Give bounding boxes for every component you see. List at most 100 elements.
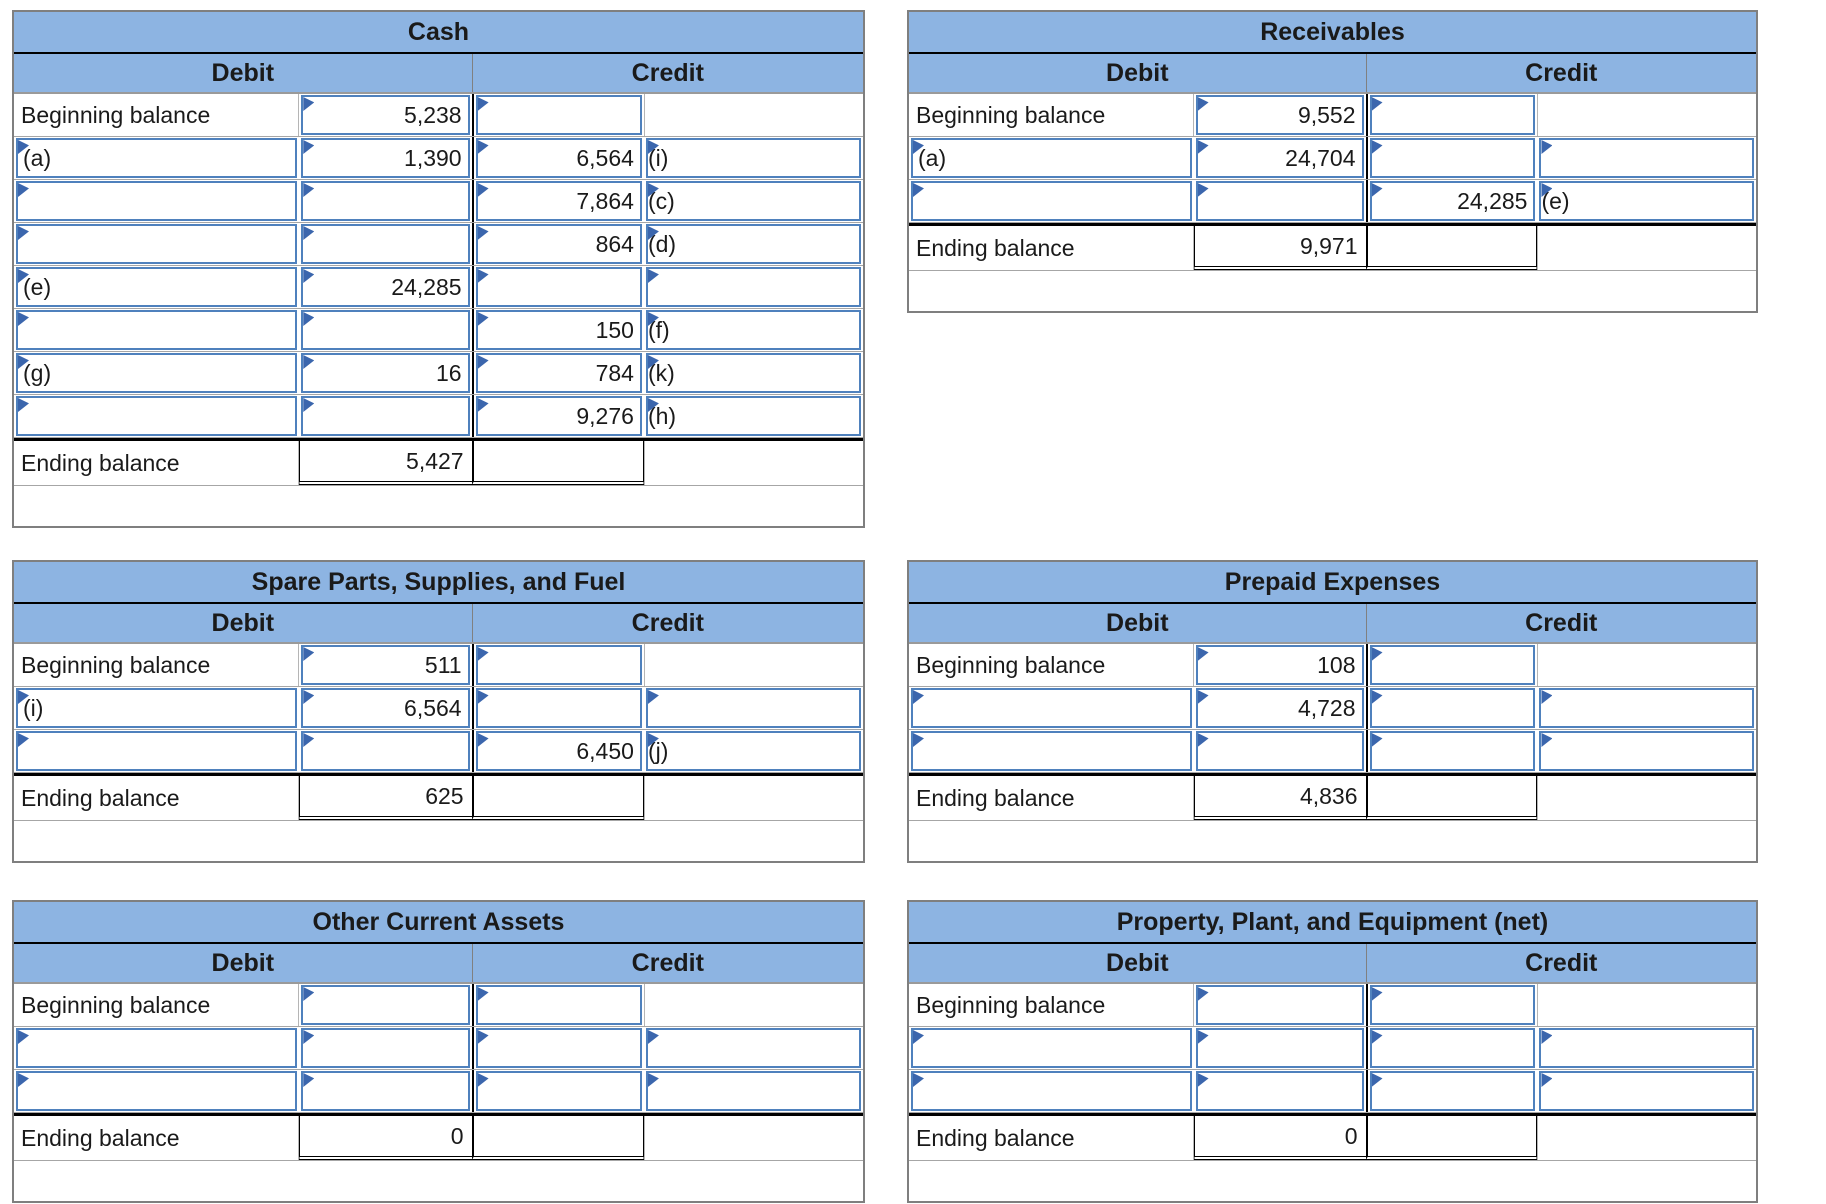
- input-cell-box[interactable]: [1369, 688, 1536, 728]
- credit-amount-input[interactable]: [471, 1027, 644, 1069]
- input-cell-box[interactable]: (e): [16, 267, 298, 307]
- credit-amount-input[interactable]: [1365, 687, 1538, 729]
- credit-label-input[interactable]: [644, 1070, 863, 1112]
- credit-label-input[interactable]: [644, 266, 863, 308]
- input-cell-box[interactable]: (a): [16, 138, 298, 178]
- input-cell-box[interactable]: [301, 985, 470, 1025]
- debit-amount-input[interactable]: [1194, 984, 1366, 1026]
- input-cell-box[interactable]: [475, 985, 642, 1025]
- credit-amount-input[interactable]: [1365, 984, 1538, 1026]
- debit-label-input[interactable]: [14, 1070, 299, 1112]
- credit-amount-input[interactable]: 150: [471, 309, 644, 351]
- input-cell-box[interactable]: (k): [645, 353, 861, 393]
- credit-label-input[interactable]: (f): [644, 309, 863, 351]
- input-cell-box[interactable]: 24,704: [1195, 138, 1364, 178]
- credit-amount-input[interactable]: 6,450: [471, 730, 644, 772]
- input-cell-box[interactable]: [301, 310, 470, 350]
- input-cell-box[interactable]: 511: [301, 645, 470, 685]
- input-cell-box[interactable]: 24,285: [301, 267, 470, 307]
- input-cell-box[interactable]: [16, 224, 298, 264]
- input-cell-box[interactable]: [1539, 1028, 1754, 1068]
- debit-amount-input[interactable]: 24,285: [299, 266, 471, 308]
- credit-label-input[interactable]: [1537, 687, 1756, 729]
- input-cell-box[interactable]: 9,552: [1195, 95, 1364, 135]
- input-cell-box[interactable]: [301, 181, 470, 221]
- input-cell-box[interactable]: [16, 1028, 298, 1068]
- input-cell-box[interactable]: [475, 688, 642, 728]
- input-cell-box[interactable]: [301, 396, 470, 436]
- debit-label-input[interactable]: (a): [14, 137, 299, 179]
- input-cell-box[interactable]: [1369, 985, 1536, 1025]
- credit-label-input[interactable]: [1537, 1027, 1756, 1069]
- debit-amount-input[interactable]: [1194, 1027, 1366, 1069]
- credit-amount-input[interactable]: 784: [471, 352, 644, 394]
- credit-amount-input[interactable]: [1365, 1070, 1538, 1112]
- debit-amount-input[interactable]: [299, 223, 471, 265]
- input-cell-box[interactable]: (g): [16, 353, 298, 393]
- debit-label-input[interactable]: (e): [14, 266, 299, 308]
- input-cell-box[interactable]: [1369, 95, 1536, 135]
- debit-label-input[interactable]: [909, 687, 1194, 729]
- debit-amount-input[interactable]: [299, 1070, 471, 1112]
- input-cell-box[interactable]: (f): [645, 310, 861, 350]
- credit-amount-input[interactable]: 7,864: [471, 180, 644, 222]
- debit-amount-input[interactable]: 1,390: [299, 137, 471, 179]
- credit-amount-input[interactable]: 6,564: [471, 137, 644, 179]
- credit-amount-input[interactable]: [1365, 94, 1538, 136]
- input-cell-box[interactable]: [1195, 1071, 1364, 1111]
- input-cell-box[interactable]: [645, 267, 861, 307]
- input-cell-box[interactable]: [16, 310, 298, 350]
- debit-amount-input[interactable]: [299, 984, 471, 1026]
- input-cell-box[interactable]: [301, 731, 470, 771]
- debit-label-input[interactable]: [14, 223, 299, 265]
- credit-label-input[interactable]: (j): [644, 730, 863, 772]
- input-cell-box[interactable]: [645, 1028, 861, 1068]
- debit-label-input[interactable]: (a): [909, 137, 1194, 179]
- input-cell-box[interactable]: 784: [475, 353, 642, 393]
- input-cell-box[interactable]: (j): [645, 731, 861, 771]
- debit-amount-input[interactable]: 5,238: [299, 94, 471, 136]
- input-cell-box[interactable]: [1369, 731, 1536, 771]
- debit-amount-input[interactable]: 6,564: [299, 687, 471, 729]
- debit-label-input[interactable]: [909, 1027, 1194, 1069]
- input-cell-box[interactable]: 6,564: [475, 138, 642, 178]
- input-cell-box[interactable]: 6,450: [475, 731, 642, 771]
- input-cell-box[interactable]: [1195, 731, 1364, 771]
- input-cell-box[interactable]: [1369, 645, 1536, 685]
- credit-amount-input[interactable]: [1365, 137, 1538, 179]
- input-cell-box[interactable]: [911, 688, 1192, 728]
- credit-label-input[interactable]: [1537, 730, 1756, 772]
- input-cell-box[interactable]: [16, 731, 298, 771]
- input-cell-box[interactable]: 16: [301, 353, 470, 393]
- debit-label-input[interactable]: (i): [14, 687, 299, 729]
- input-cell-box[interactable]: 6,564: [301, 688, 470, 728]
- input-cell-box[interactable]: [1195, 181, 1364, 221]
- input-cell-box[interactable]: [475, 267, 642, 307]
- debit-amount-input[interactable]: 108: [1194, 644, 1366, 686]
- credit-amount-input[interactable]: [1365, 730, 1538, 772]
- input-cell-box[interactable]: [301, 1071, 470, 1111]
- input-cell-box[interactable]: [911, 1071, 1192, 1111]
- debit-amount-input[interactable]: [1194, 1070, 1366, 1112]
- debit-amount-input[interactable]: 511: [299, 644, 471, 686]
- debit-label-input[interactable]: [909, 1070, 1194, 1112]
- input-cell-box[interactable]: (a): [911, 138, 1192, 178]
- debit-label-input[interactable]: [14, 730, 299, 772]
- input-cell-box[interactable]: [301, 224, 470, 264]
- input-cell-box[interactable]: [1539, 1071, 1754, 1111]
- debit-label-input[interactable]: (g): [14, 352, 299, 394]
- input-cell-box[interactable]: 5,238: [301, 95, 470, 135]
- input-cell-box[interactable]: [475, 1028, 642, 1068]
- debit-amount-input[interactable]: 9,552: [1194, 94, 1366, 136]
- input-cell-box[interactable]: [645, 1071, 861, 1111]
- debit-label-input[interactable]: [909, 730, 1194, 772]
- credit-label-input[interactable]: [644, 1027, 863, 1069]
- credit-amount-input[interactable]: [471, 1070, 644, 1112]
- input-cell-box[interactable]: [475, 645, 642, 685]
- input-cell-box[interactable]: 864: [475, 224, 642, 264]
- input-cell-box[interactable]: [1195, 985, 1364, 1025]
- input-cell-box[interactable]: [16, 396, 298, 436]
- input-cell-box[interactable]: 108: [1195, 645, 1364, 685]
- credit-label-input[interactable]: [1537, 137, 1756, 179]
- input-cell-box[interactable]: 24,285: [1369, 181, 1536, 221]
